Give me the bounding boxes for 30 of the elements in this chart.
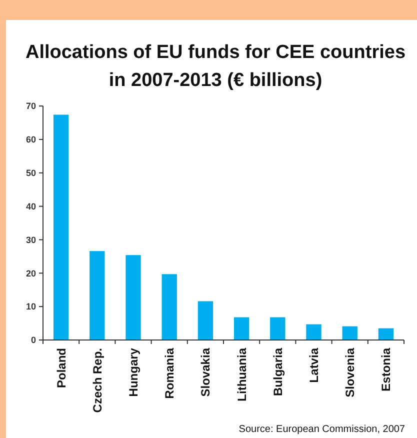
y-tick-label: 60 <box>26 134 36 145</box>
y-tick-label: 20 <box>26 268 36 278</box>
x-tick-label: Poland <box>54 348 68 388</box>
bar <box>378 328 394 340</box>
bar <box>342 326 358 340</box>
bar <box>162 274 177 340</box>
bar <box>53 114 69 340</box>
x-tick-label: Slovenia <box>343 348 358 398</box>
x-tick-label: Romania <box>162 348 177 399</box>
bar <box>306 324 322 340</box>
x-tick-label: Slovakia <box>198 348 213 397</box>
chart-title: Allocations of EU funds for CEE countries in 2007-2013 (€ billions) <box>25 42 406 91</box>
y-tick-label: 0 <box>30 335 36 346</box>
y-tick-label: 30 <box>26 234 36 245</box>
y-tick-label: 70 <box>26 101 36 112</box>
bar <box>90 251 105 340</box>
bar <box>270 317 286 340</box>
y-tick-label: 50 <box>26 168 36 178</box>
x-tick-label: Latvia <box>306 348 321 383</box>
bar <box>198 301 214 340</box>
y-tick-label: 10 <box>26 302 36 312</box>
x-tick-label: Czech Rep. <box>90 348 104 413</box>
x-tick-label: Estonia <box>379 348 394 392</box>
source-note: Source: European Commission, 2007 <box>238 424 406 435</box>
x-tick-label: Hungary <box>126 348 140 397</box>
y-tick-label: 40 <box>26 201 36 212</box>
x-tick-label: Lithuania <box>234 348 249 402</box>
bar <box>234 317 250 340</box>
x-tick-label: Bulgaria <box>270 348 285 396</box>
bar <box>126 255 141 340</box>
